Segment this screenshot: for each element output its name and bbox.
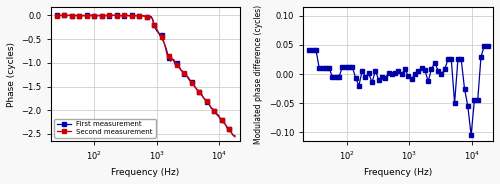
Y-axis label: Modulated phase difference (cycles): Modulated phase difference (cycles): [254, 4, 264, 144]
Second measurement: [154, 28, 160, 30]
Second measurement: [102, 15, 107, 17]
Second measurement: [228, 130, 234, 132]
First measurement: [103, 14, 109, 17]
First measurement: [196, 91, 202, 93]
Line: First measurement: First measurement: [55, 14, 236, 137]
First measurement: [232, 135, 238, 137]
Second measurement: [54, 14, 60, 17]
First measurement: [154, 30, 160, 32]
X-axis label: Frequency (Hz): Frequency (Hz): [112, 168, 180, 177]
Y-axis label: Phase (cycles): Phase (cycles): [7, 42, 16, 107]
Legend: First measurement, Second measurement: First measurement, Second measurement: [54, 119, 156, 138]
Second measurement: [232, 136, 238, 138]
First measurement: [88, 14, 94, 16]
Second measurement: [91, 15, 97, 17]
Second measurement: [196, 91, 202, 93]
First measurement: [54, 14, 60, 16]
First measurement: [92, 15, 98, 17]
X-axis label: Frequency (Hz): Frequency (Hz): [364, 168, 432, 177]
Second measurement: [178, 69, 184, 71]
First measurement: [228, 130, 234, 132]
Second measurement: [106, 14, 112, 16]
Line: Second measurement: Second measurement: [55, 14, 236, 138]
First measurement: [178, 69, 184, 71]
